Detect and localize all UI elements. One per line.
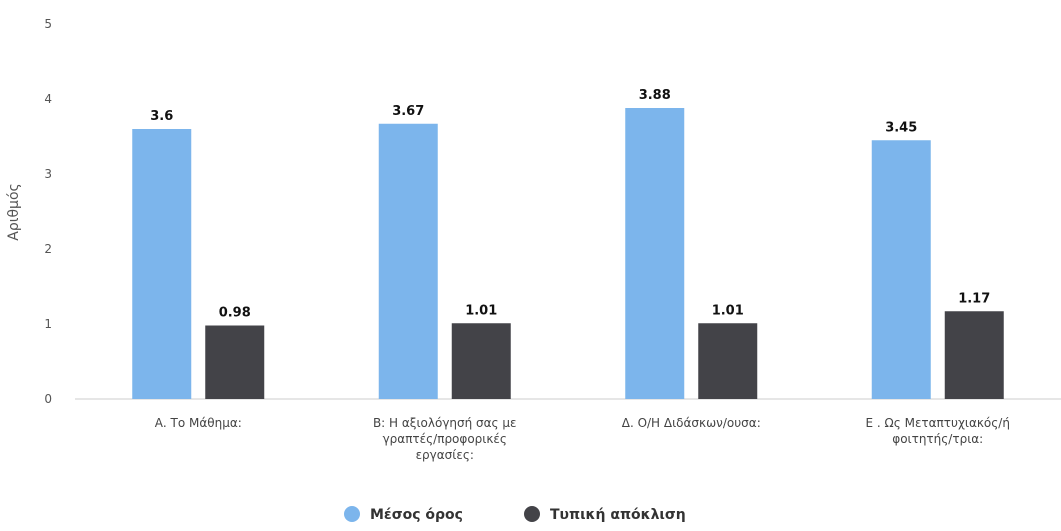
bar-std-4[interactable] [944,311,1004,399]
bar-mean-4[interactable] [871,140,931,399]
data-label: 0.98 [219,306,251,321]
x-category-label: Β: Η αξιολόγησή σας με [373,416,517,430]
x-category-label: φοιτητής/τρια: [892,432,983,446]
y-axis-title: Αριθμός [6,183,22,240]
bar-mean-3[interactable] [625,108,685,399]
x-category-label: Α. Το Μάθημα: [155,416,242,430]
data-label: 1.17 [958,291,990,306]
data-label: 3.67 [392,104,424,119]
y-tick-label: 2 [44,242,52,256]
x-category-label: γραπτές/προφορικές [383,432,507,446]
y-tick-label: 1 [44,317,52,331]
legend-label[interactable]: Τυπική απόκλιση [550,507,686,523]
y-tick-label: 4 [44,92,52,106]
data-label: 3.88 [639,88,671,103]
data-label: 1.01 [465,303,497,318]
legend-marker[interactable] [524,506,540,522]
y-tick-label: 0 [44,392,52,406]
y-axis: 0 1 2 3 4 5 [44,17,52,406]
bar-std-2[interactable] [451,323,511,399]
legend-label[interactable]: Μέσος όρος [370,507,463,523]
bar-std-3[interactable] [698,323,758,399]
bar-mean-1[interactable] [132,129,192,399]
bar-std-1[interactable] [205,325,265,400]
legend-marker[interactable] [344,506,360,522]
data-label: 3.45 [885,120,917,135]
y-tick-label: 3 [44,167,52,181]
data-label: 1.01 [712,303,744,318]
data-label: 3.6 [150,109,173,124]
x-axis-labels: Α. Το Μάθημα: Β: Η αξιολόγησή σας με γραπτ… [155,416,1010,462]
x-category-label: Ε . Ως Μεταπτυχιακός/ή [866,416,1010,430]
bars [132,108,1004,399]
x-category-label: εργασίες: [416,448,474,462]
legend[interactable]: Μέσος όρος Τυπική απόκλιση [344,506,686,523]
x-category-label: Δ. Ο/Η Διδάσκων/ουσα: [622,416,761,430]
data-labels: 3.6 0.98 3.67 1.01 3.88 1.01 3.45 1.17 [150,88,990,321]
bar-mean-2[interactable] [378,123,438,399]
y-tick-label: 5 [44,17,52,31]
